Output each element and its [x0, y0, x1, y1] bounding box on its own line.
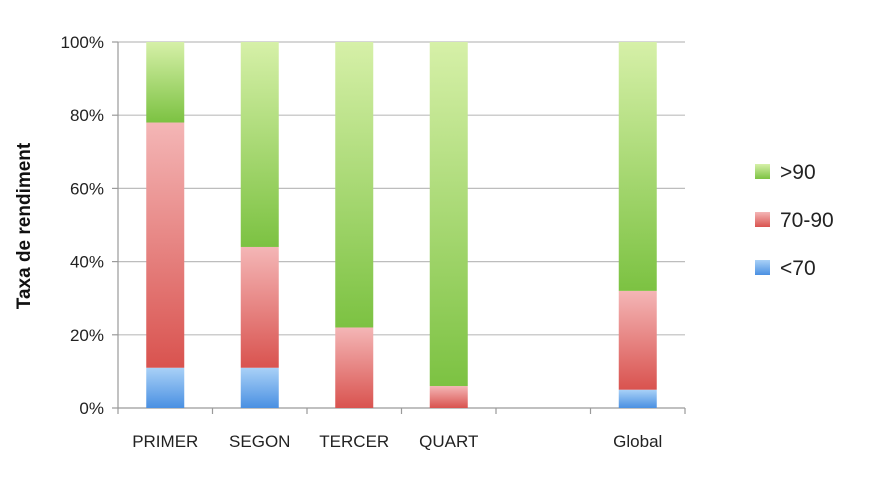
x-tick-label-global: Global — [613, 432, 662, 451]
y-tick-label-4: 80% — [70, 106, 104, 125]
bar-segon-90 — [240, 42, 279, 247]
bar-tercer-90 — [335, 42, 374, 328]
bar-tercer-70-90 — [335, 327, 374, 408]
legend-swatch-70 — [755, 260, 770, 275]
legend-swatch-70-90 — [755, 212, 770, 227]
x-tick-label-segon: SEGON — [229, 432, 290, 451]
x-tick-label-quart: QUART — [419, 432, 478, 451]
bar-segon-70-90 — [240, 246, 279, 368]
y-tick-label-3: 60% — [70, 179, 104, 198]
y-tick-label-5: 100% — [61, 33, 104, 52]
bar-quart-70-90 — [429, 386, 468, 408]
legend-label-90: >90 — [780, 161, 816, 184]
legend-swatch-90 — [755, 164, 770, 179]
x-tick-label-primer: PRIMER — [132, 432, 198, 451]
gridlines — [118, 41, 685, 336]
y-tick-labels: 0% 20% 40% 60% 80% 100% — [61, 33, 104, 418]
x-tick-labels: PRIMER SEGON TERCER QUART Global — [132, 432, 662, 451]
bar-primer-90 — [146, 42, 185, 123]
legend-label-70-90: 70-90 — [780, 209, 834, 232]
y-axis-label: Taxa de rendiment — [14, 142, 35, 309]
legend: >90 70-90 <70 — [755, 161, 834, 280]
y-tick-label-1: 20% — [70, 326, 104, 345]
y-tick-label-2: 40% — [70, 253, 104, 272]
bar-primer-70 — [146, 367, 185, 408]
bar-global-90 — [618, 42, 657, 291]
y-tick-label-0: 0% — [79, 399, 104, 418]
bar-primer-70-90 — [146, 122, 185, 368]
axes — [112, 41, 686, 414]
bars — [146, 42, 657, 408]
bar-global-70 — [618, 389, 657, 408]
x-tick-label-tercer: TERCER — [319, 432, 389, 451]
bar-segon-70 — [240, 367, 279, 408]
legend-label-70: <70 — [780, 257, 816, 280]
bar-quart-90 — [429, 42, 468, 387]
bar-global-70-90 — [618, 290, 657, 390]
